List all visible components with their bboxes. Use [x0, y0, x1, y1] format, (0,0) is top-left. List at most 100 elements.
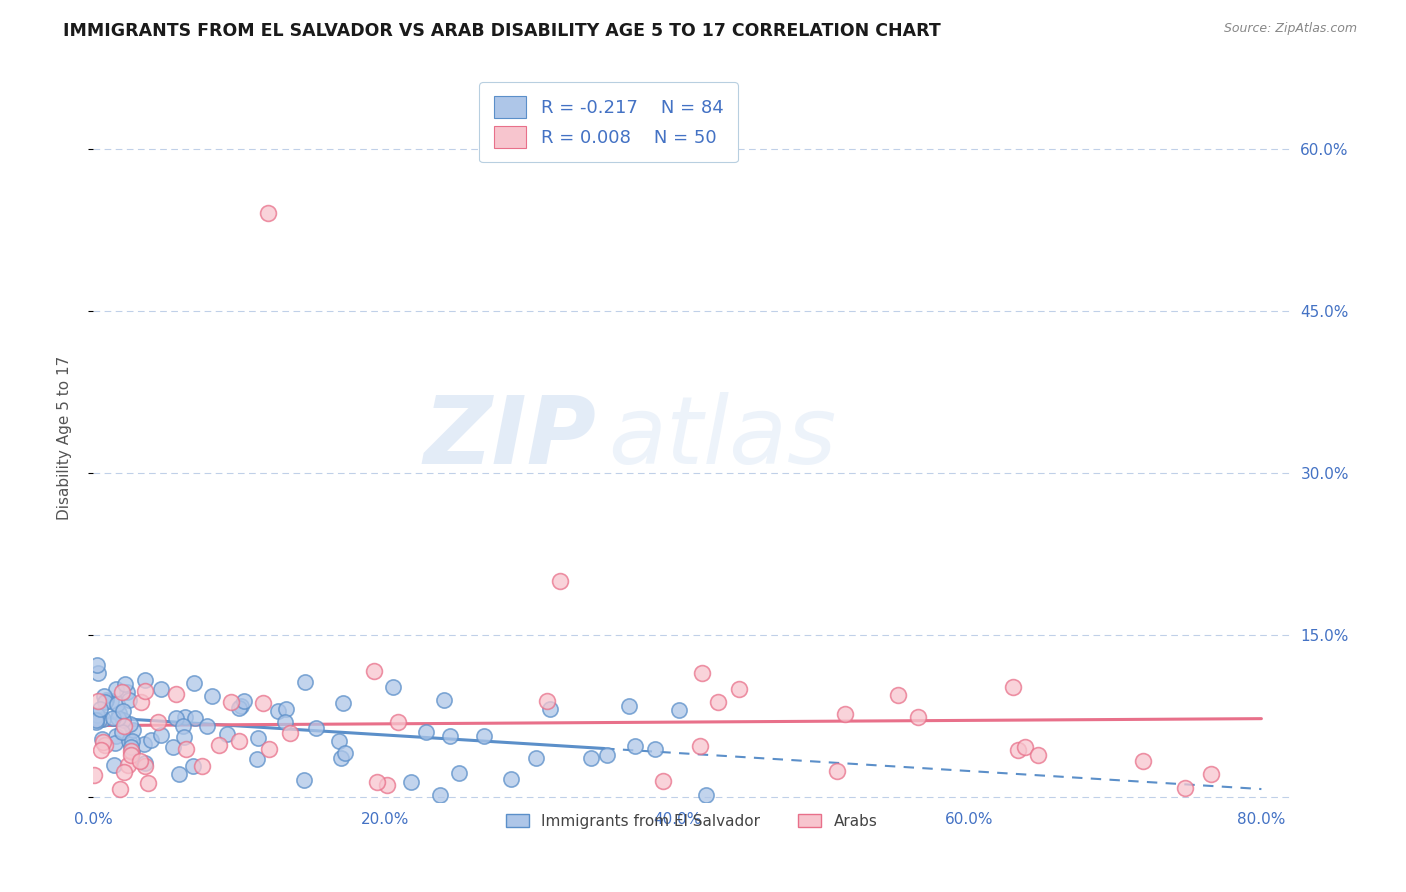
- Point: [219, 695, 242, 709]
- Point: [472, 730, 495, 744]
- Point: [335, 746, 357, 760]
- Point: [101, 711, 124, 725]
- Point: [907, 710, 929, 724]
- Point: [330, 751, 353, 765]
- Point: [134, 759, 156, 773]
- Point: [191, 759, 214, 773]
- Point: [246, 751, 269, 765]
- Point: [114, 677, 136, 691]
- Point: [107, 711, 129, 725]
- Point: [120, 739, 142, 754]
- Point: [110, 782, 132, 797]
- Point: [149, 728, 172, 742]
- Point: [141, 733, 163, 747]
- Point: [579, 751, 602, 765]
- Point: [91, 732, 114, 747]
- Point: [1007, 743, 1029, 757]
- Point: [536, 693, 558, 707]
- Point: [366, 774, 388, 789]
- Point: [165, 711, 187, 725]
- Point: [94, 739, 117, 753]
- Point: [174, 710, 197, 724]
- Point: [439, 730, 461, 744]
- Point: [228, 700, 250, 714]
- Point: [121, 745, 143, 759]
- Text: atlas: atlas: [607, 392, 837, 483]
- Point: [447, 765, 470, 780]
- Point: [172, 719, 194, 733]
- Point: [87, 713, 110, 727]
- Point: [136, 776, 159, 790]
- Point: [183, 675, 205, 690]
- Point: [134, 756, 156, 771]
- Point: [112, 705, 135, 719]
- Point: [1026, 747, 1049, 762]
- Point: [1199, 766, 1222, 780]
- Point: [276, 701, 298, 715]
- Point: [87, 694, 110, 708]
- Point: [181, 759, 204, 773]
- Point: [86, 658, 108, 673]
- Point: [689, 739, 711, 754]
- Text: IMMIGRANTS FROM EL SALVADOR VS ARAB DISABILITY AGE 5 TO 17 CORRELATION CHART: IMMIGRANTS FROM EL SALVADOR VS ARAB DISA…: [63, 22, 941, 40]
- Point: [134, 673, 156, 687]
- Point: [834, 707, 856, 722]
- Text: ZIP: ZIP: [423, 392, 596, 483]
- Point: [596, 747, 619, 762]
- Point: [86, 666, 108, 681]
- Point: [184, 711, 207, 725]
- Point: [215, 727, 238, 741]
- Point: [162, 739, 184, 754]
- Point: [167, 767, 190, 781]
- Point: [377, 778, 399, 792]
- Point: [429, 788, 451, 802]
- Point: [728, 682, 751, 697]
- Point: [149, 681, 172, 696]
- Point: [233, 694, 256, 708]
- Point: [120, 717, 142, 731]
- Point: [120, 744, 142, 758]
- Point: [363, 664, 385, 678]
- Point: [524, 751, 547, 765]
- Point: [668, 702, 690, 716]
- Point: [111, 725, 134, 739]
- Point: [278, 725, 301, 739]
- Point: [105, 698, 128, 712]
- Point: [165, 687, 187, 701]
- Point: [619, 698, 641, 713]
- Point: [91, 734, 114, 748]
- Point: [274, 715, 297, 730]
- Point: [148, 714, 170, 729]
- Point: [415, 725, 437, 739]
- Point: [644, 742, 666, 756]
- Point: [128, 755, 150, 769]
- Point: [887, 689, 910, 703]
- Point: [118, 734, 141, 748]
- Point: [550, 574, 572, 588]
- Point: [91, 712, 114, 726]
- Point: [624, 739, 647, 753]
- Point: [103, 757, 125, 772]
- Point: [208, 738, 231, 752]
- Point: [121, 734, 143, 748]
- Point: [104, 736, 127, 750]
- Point: [305, 721, 328, 735]
- Point: [108, 706, 131, 721]
- Point: [174, 742, 197, 756]
- Point: [134, 737, 156, 751]
- Point: [1173, 780, 1195, 795]
- Point: [117, 757, 139, 772]
- Point: [229, 699, 252, 714]
- Point: [499, 772, 522, 786]
- Point: [228, 733, 250, 747]
- Y-axis label: Disability Age 5 to 17: Disability Age 5 to 17: [58, 356, 72, 520]
- Point: [100, 694, 122, 708]
- Point: [706, 695, 728, 709]
- Point: [695, 788, 717, 802]
- Point: [84, 713, 107, 727]
- Point: [328, 734, 350, 748]
- Point: [294, 675, 316, 690]
- Point: [121, 723, 143, 737]
- Point: [433, 693, 456, 707]
- Point: [90, 743, 112, 757]
